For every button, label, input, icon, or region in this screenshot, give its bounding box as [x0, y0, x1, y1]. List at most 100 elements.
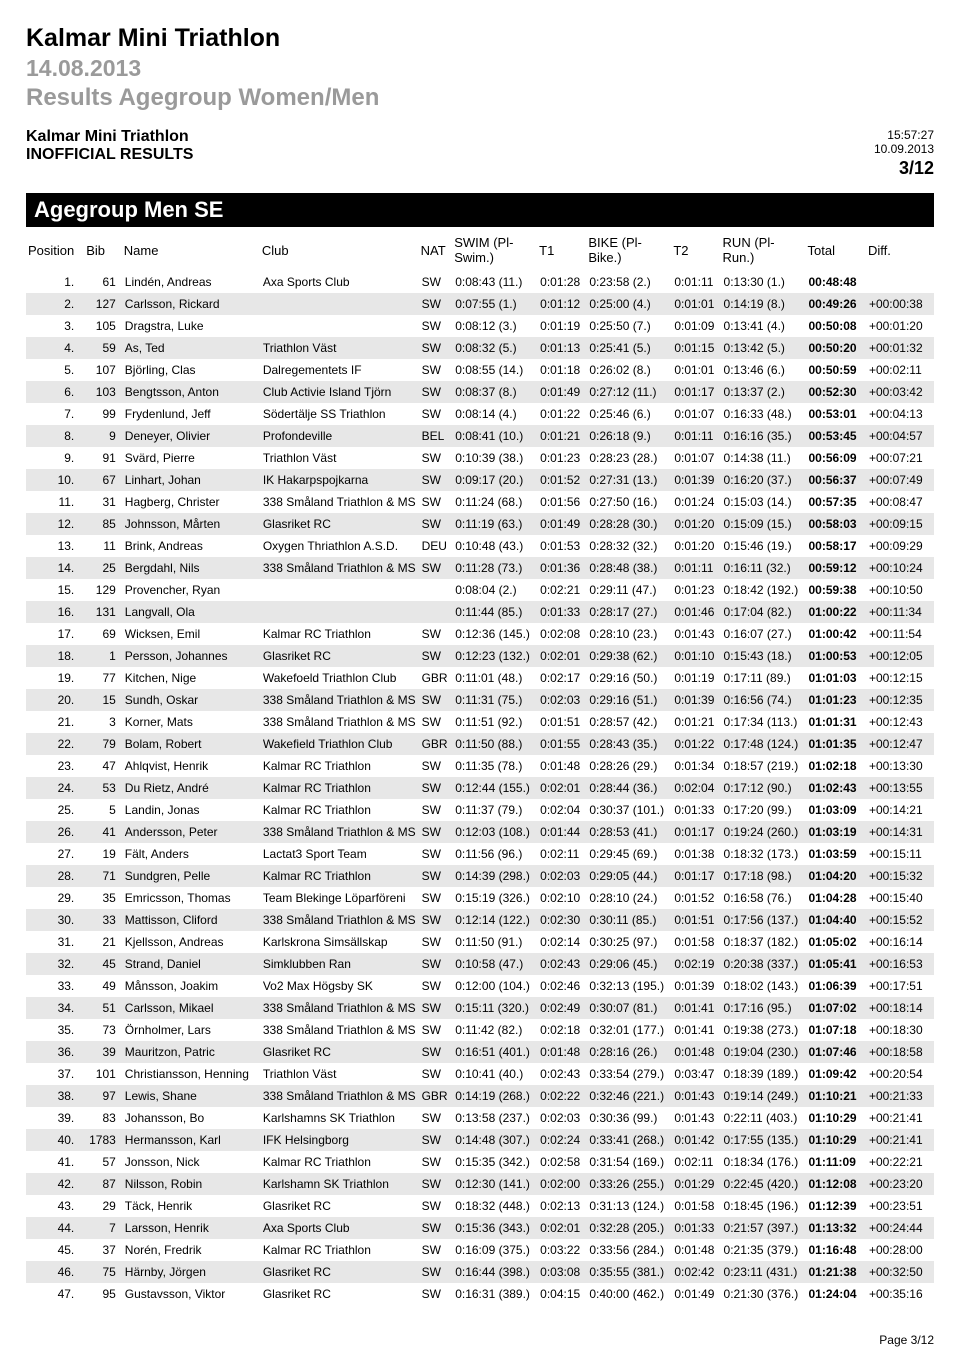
cell-run: 0:22:45 (420.)	[721, 1173, 806, 1195]
cell-run: 0:17:20 (99.)	[721, 799, 806, 821]
event-name: Kalmar Mini Triathlon	[26, 128, 193, 146]
table-row: 3.105Dragstra, LukeSW0:08:12 (3.)0:01:19…	[26, 315, 934, 337]
cell-bib: 95	[84, 1283, 122, 1305]
cell-diff: +00:28:00	[866, 1239, 934, 1261]
cell-swim: 0:11:56 (96.)	[452, 843, 537, 865]
cell-t1: 0:02:13	[537, 1195, 586, 1217]
cell-pos: 14.	[26, 557, 84, 579]
cell-run: 0:13:41 (4.)	[721, 315, 806, 337]
cell-name: Landin, Jonas	[122, 799, 260, 821]
cell-total: 00:50:08	[806, 315, 866, 337]
cell-diff: +00:15:52	[866, 909, 934, 931]
table-row: 26.41Andersson, Peter338 Småland Triathl…	[26, 821, 934, 843]
cell-t1: 0:02:00	[537, 1173, 586, 1195]
cell-swim: 0:08:14 (4.)	[452, 403, 537, 425]
cell-diff: +00:18:30	[866, 1019, 934, 1041]
cell-nat: SW	[419, 1063, 453, 1085]
cell-bike: 0:29:06 (45.)	[586, 953, 671, 975]
cell-nat: SW	[419, 1019, 453, 1041]
cell-name: Frydenlund, Jeff	[122, 403, 260, 425]
cell-bib: 105	[84, 315, 122, 337]
cell-swim: 0:11:44 (85.)	[452, 601, 537, 623]
cell-diff: +00:16:53	[866, 953, 934, 975]
cell-total: 01:11:09	[806, 1151, 866, 1173]
section-title: Agegroup Men SE	[26, 193, 934, 227]
cell-t1: 0:02:03	[537, 689, 586, 711]
cell-t1: 0:02:11	[537, 843, 586, 865]
cell-name: Kitchen, Nige	[122, 667, 260, 689]
cell-nat: SW	[419, 469, 453, 491]
table-row: 11.31Hagberg, Christer338 Småland Triath…	[26, 491, 934, 513]
cell-diff	[866, 271, 934, 293]
cell-nat: SW	[419, 381, 453, 403]
cell-t1: 0:02:01	[537, 1217, 586, 1239]
title-date: 14.08.2013	[26, 55, 934, 82]
cell-club: 338 Småland Triathlon & MS	[260, 1019, 419, 1041]
cell-bib: 21	[84, 931, 122, 953]
cell-total: 00:53:45	[806, 425, 866, 447]
cell-bib: 75	[84, 1261, 122, 1283]
cell-bike: 0:28:48 (38.)	[586, 557, 671, 579]
cell-nat: SW	[419, 1239, 453, 1261]
cell-total: 01:00:42	[806, 623, 866, 645]
cell-swim: 0:08:55 (14.)	[452, 359, 537, 381]
cell-pos: 28.	[26, 865, 84, 887]
cell-bike: 0:29:16 (50.)	[586, 667, 671, 689]
cell-t2: 0:01:33	[671, 1217, 720, 1239]
cell-bib: 47	[84, 755, 122, 777]
cell-nat: SW	[419, 403, 453, 425]
cell-bib: 45	[84, 953, 122, 975]
cell-run: 0:17:04 (82.)	[721, 601, 806, 623]
cell-club: Karlskrona Simsällskap	[260, 931, 419, 953]
cell-club: Glasriket RC	[260, 1283, 419, 1305]
cell-t2: 0:01:29	[671, 1173, 720, 1195]
cell-run: 0:19:04 (230.)	[721, 1041, 806, 1063]
cell-bib: 25	[84, 557, 122, 579]
cell-pos: 25.	[26, 799, 84, 821]
table-row: 5.107Björling, ClasDalregementets IFSW0:…	[26, 359, 934, 381]
cell-t2: 0:01:52	[671, 887, 720, 909]
cell-club: Kalmar RC Triathlon	[260, 1151, 419, 1173]
cell-total: 00:49:26	[806, 293, 866, 315]
cell-diff: +00:02:11	[866, 359, 934, 381]
cell-name: Norén, Fredrik	[122, 1239, 260, 1261]
cell-name: Ahlqvist, Henrik	[122, 755, 260, 777]
cell-swim: 0:08:04 (2.)	[452, 579, 537, 601]
results-table: Position Bib Name Club NAT SWIM (Pl-Swim…	[26, 231, 934, 1305]
cell-t2: 0:03:47	[671, 1063, 720, 1085]
col-club: Club	[260, 231, 419, 271]
cell-bike: 0:28:32 (32.)	[586, 535, 671, 557]
cell-bib: 91	[84, 447, 122, 469]
cell-pos: 32.	[26, 953, 84, 975]
table-row: 40.1783Hermansson, KarlIFK HelsingborgSW…	[26, 1129, 934, 1151]
cell-diff: +00:14:31	[866, 821, 934, 843]
cell-t2: 0:01:23	[671, 579, 720, 601]
cell-nat: SW	[419, 293, 453, 315]
cell-name: Lindén, Andreas	[122, 271, 260, 293]
cell-pos: 43.	[26, 1195, 84, 1217]
cell-t2: 0:01:39	[671, 689, 720, 711]
cell-run: 0:16:11 (32.)	[721, 557, 806, 579]
cell-run: 0:18:32 (173.)	[721, 843, 806, 865]
cell-t1: 0:02:46	[537, 975, 586, 997]
cell-run: 0:17:48 (124.)	[721, 733, 806, 755]
title-main: Kalmar Mini Triathlon	[26, 24, 934, 53]
cell-run: 0:17:55 (135.)	[721, 1129, 806, 1151]
cell-t2: 0:01:33	[671, 799, 720, 821]
cell-diff: +00:11:54	[866, 623, 934, 645]
cell-swim: 0:12:30 (141.)	[452, 1173, 537, 1195]
page-footer: Page 3/12	[0, 1313, 960, 1359]
cell-t2: 0:01:11	[671, 271, 720, 293]
cell-name: Dragstra, Luke	[122, 315, 260, 337]
cell-bike: 0:29:38 (62.)	[586, 645, 671, 667]
cell-pos: 8.	[26, 425, 84, 447]
cell-t1: 0:03:08	[537, 1261, 586, 1283]
cell-bike: 0:27:12 (11.)	[586, 381, 671, 403]
cell-bike: 0:25:41 (5.)	[586, 337, 671, 359]
cell-bike: 0:23:58 (2.)	[586, 271, 671, 293]
cell-nat: SW	[419, 711, 453, 733]
cell-bib: 87	[84, 1173, 122, 1195]
cell-t1: 0:02:24	[537, 1129, 586, 1151]
cell-total: 00:52:30	[806, 381, 866, 403]
cell-pos: 19.	[26, 667, 84, 689]
